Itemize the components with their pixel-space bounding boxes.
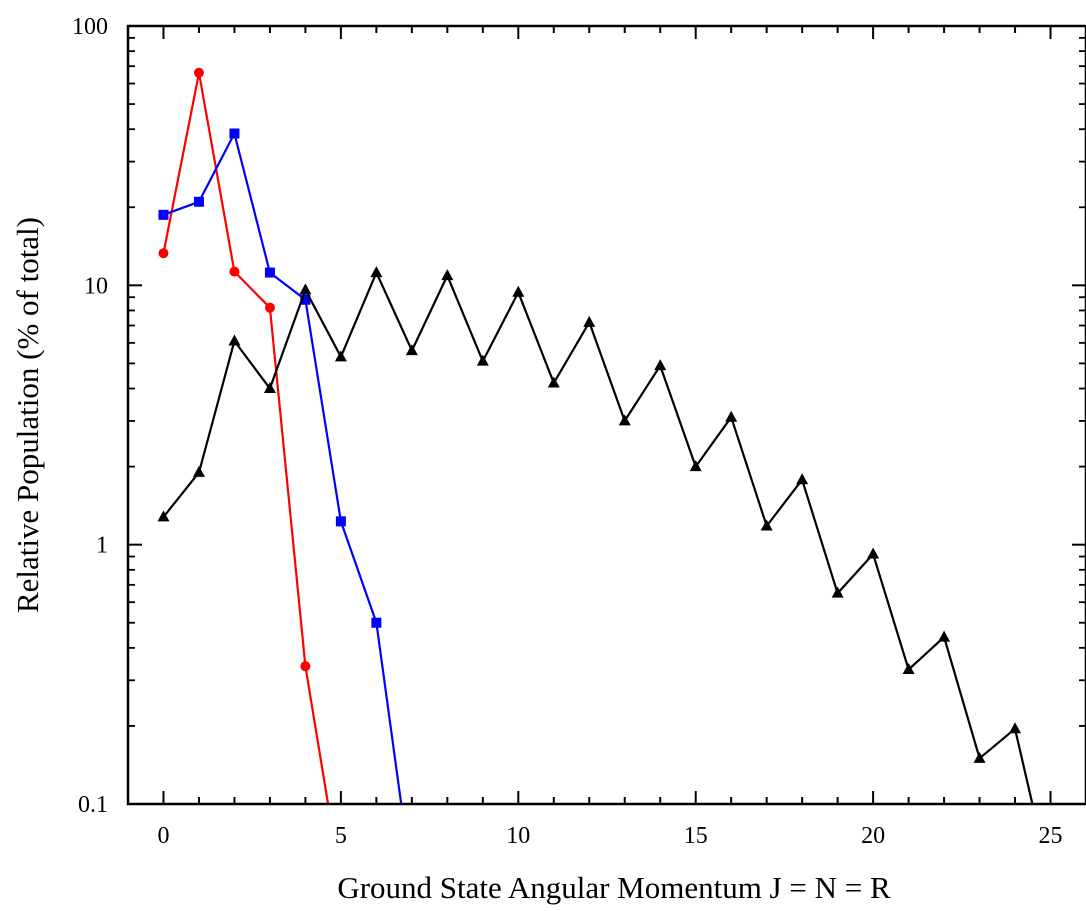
data-point (158, 209, 169, 220)
data-point (512, 285, 525, 297)
data-point (229, 128, 240, 139)
data-point (334, 350, 347, 362)
data-point (299, 283, 312, 295)
tick-labels: 0 5 10 15 20 25 0.1 1 10 100 (72, 14, 1063, 849)
data-point (441, 269, 454, 281)
series-layer (157, 67, 1034, 804)
data-point (547, 376, 560, 388)
axis-ticks (127, 25, 1086, 805)
x-tick-label: 0 (157, 823, 169, 849)
data-point (371, 617, 382, 628)
data-point (796, 473, 809, 485)
data-point (831, 586, 844, 598)
data-point (973, 751, 986, 763)
y-tick-label: 10 (84, 273, 108, 299)
data-point (193, 67, 204, 78)
x-tick-label: 15 (684, 823, 708, 849)
series-2 (157, 266, 1034, 804)
series-line (163, 132, 403, 804)
series-1 (158, 128, 403, 804)
data-point (405, 344, 418, 356)
data-point (689, 460, 702, 472)
data-point (157, 510, 170, 522)
data-point (193, 196, 204, 207)
x-tick-label: 20 (861, 823, 885, 849)
data-point (264, 302, 275, 313)
x-tick-label: 5 (335, 823, 347, 849)
data-point (263, 382, 276, 394)
x-axis-title: Ground State Angular Momentum J = N = R (337, 870, 891, 905)
data-point (158, 248, 169, 259)
y-tick-label: 1 (96, 533, 108, 559)
data-point (335, 516, 346, 527)
series-line (162, 71, 330, 804)
data-point (476, 354, 489, 366)
series-0 (158, 67, 330, 804)
data-point (725, 410, 738, 422)
data-point (192, 465, 205, 477)
data-point (300, 294, 311, 305)
y-tick-label: 100 (72, 14, 108, 40)
plot-frame (126, 24, 1086, 806)
y-axis-title: Relative Population (% of total) (10, 217, 45, 613)
x-tick-label: 10 (506, 823, 530, 849)
data-point (654, 359, 667, 371)
x-tick-label: 25 (1039, 823, 1063, 849)
data-point (938, 630, 951, 642)
data-point (760, 519, 773, 531)
series-line (162, 271, 1034, 804)
data-point (300, 661, 311, 672)
data-point (228, 334, 241, 346)
data-point (618, 414, 631, 426)
y-tick-label: 0.1 (78, 792, 108, 818)
data-point (583, 315, 596, 327)
data-point (902, 663, 915, 675)
data-point (867, 547, 880, 559)
data-point (264, 267, 275, 278)
data-point (1009, 722, 1022, 734)
data-point (229, 266, 240, 277)
data-point (370, 266, 383, 278)
